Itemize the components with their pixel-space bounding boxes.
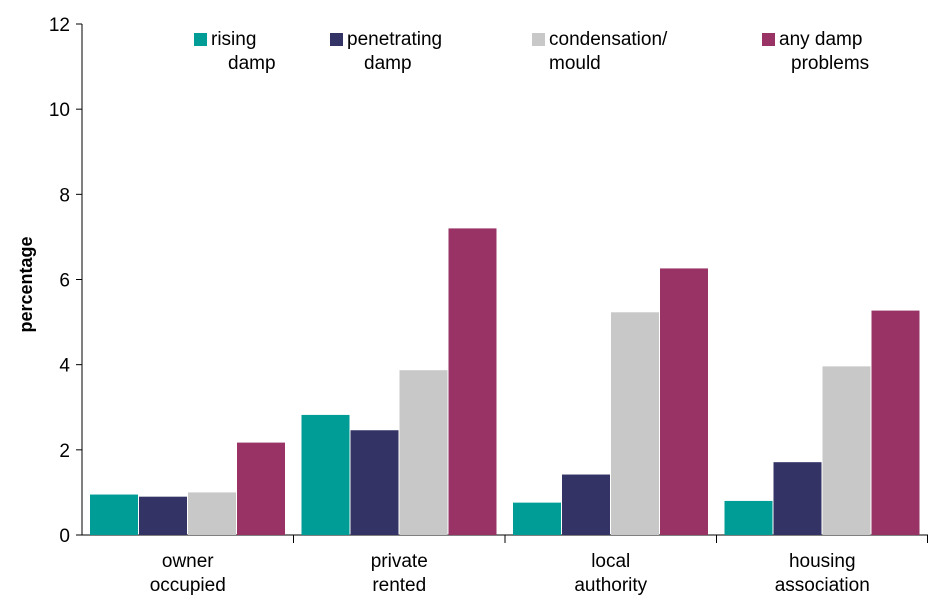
y-tick-label: 4 — [59, 356, 70, 377]
category-label: owner occupied — [150, 551, 226, 596]
bar — [399, 370, 448, 535]
legend: rising damp penetrating damp condensation/mo… — [194, 29, 869, 74]
legend-label: condensation/mould — [549, 29, 668, 74]
bar — [237, 442, 285, 535]
bar — [90, 494, 138, 535]
y-axis-title: percentage — [16, 236, 36, 332]
bar — [611, 312, 659, 535]
category-label: private rented — [371, 551, 428, 596]
legend-swatch — [532, 33, 545, 46]
axis-labels: 0 2 4 6 8 10 12 percentage owner occupied private r… — [16, 15, 870, 596]
bar — [660, 268, 708, 535]
y-tick-label: 12 — [49, 15, 70, 36]
legend-swatch — [194, 33, 207, 46]
y-tick-label: 0 — [59, 526, 70, 547]
bar — [773, 462, 822, 535]
bar — [871, 310, 920, 535]
bar — [562, 474, 610, 535]
bar — [448, 228, 497, 535]
bar — [822, 366, 871, 535]
legend-label: any damp problems — [779, 29, 869, 74]
bar — [350, 430, 399, 535]
bar — [513, 502, 561, 535]
y-tick-label: 8 — [59, 185, 70, 206]
y-tick-label: 2 — [59, 441, 70, 462]
y-tick-label: 10 — [49, 100, 70, 121]
bar — [724, 500, 773, 535]
bar — [301, 414, 350, 535]
legend-label: rising damp — [211, 29, 276, 74]
bar — [139, 496, 187, 535]
legend-swatch — [330, 33, 343, 46]
bar — [188, 492, 236, 535]
bars — [90, 228, 920, 535]
y-tick-label: 6 — [59, 271, 70, 292]
legend-label: penetrating damp — [347, 29, 442, 74]
legend-swatch — [762, 33, 775, 46]
category-label: local authority — [574, 551, 647, 596]
category-label: housing association — [775, 551, 870, 596]
